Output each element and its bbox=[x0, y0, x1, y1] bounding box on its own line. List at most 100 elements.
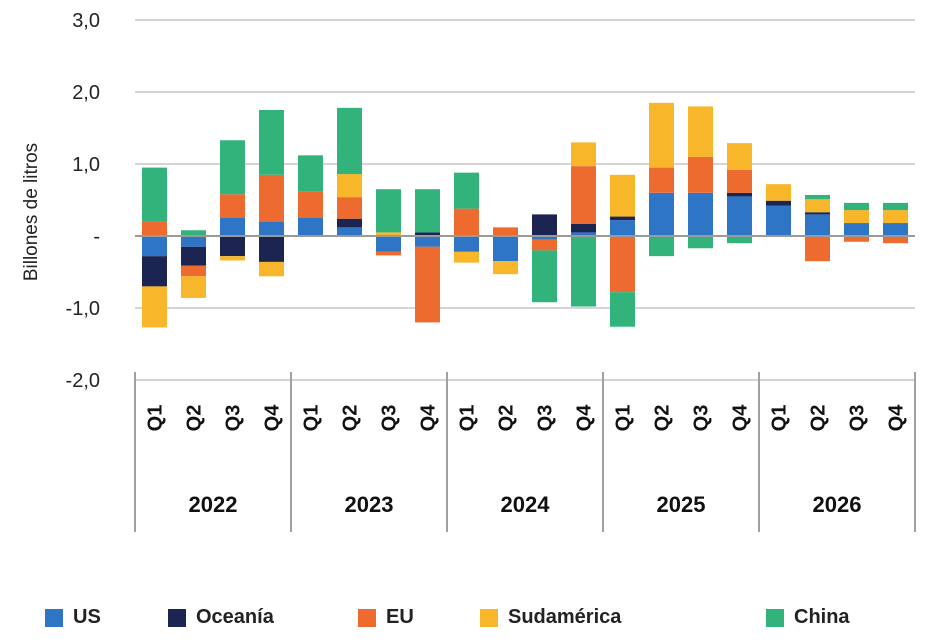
bar-us-8 bbox=[415, 236, 440, 247]
bar-ocean-a-8 bbox=[415, 232, 440, 236]
bar-sudam-rica-6 bbox=[337, 174, 362, 198]
bar-us-7 bbox=[376, 236, 401, 252]
bar-us-1 bbox=[142, 236, 167, 257]
bar-sudam-rica-16 bbox=[727, 143, 752, 170]
bar-sudam-rica-18 bbox=[805, 199, 830, 213]
quarter-label: Q4 bbox=[262, 404, 284, 432]
bar-us-2 bbox=[181, 236, 206, 247]
bar-china-9 bbox=[454, 172, 479, 209]
bar-us-5 bbox=[298, 218, 323, 236]
bar-china-3 bbox=[220, 140, 245, 195]
bar-eu-13 bbox=[610, 236, 635, 293]
bar-eu-20 bbox=[883, 236, 908, 244]
bar-eu-7 bbox=[376, 251, 401, 256]
bar-us-17 bbox=[766, 205, 791, 236]
bar-us-20 bbox=[883, 223, 908, 236]
quarter-label: Q3 bbox=[535, 405, 557, 432]
bar-us-16 bbox=[727, 196, 752, 236]
bar-eu-1 bbox=[142, 221, 167, 236]
quarter-label: Q2 bbox=[496, 405, 518, 432]
bar-sudam-rica-12 bbox=[571, 142, 596, 167]
bar-eu-5 bbox=[298, 191, 323, 218]
bar-ocean-a-18 bbox=[805, 212, 830, 215]
bar-eu-14 bbox=[649, 167, 674, 193]
bar-china-14 bbox=[649, 236, 674, 257]
quarter-label: Q3 bbox=[223, 405, 245, 432]
bar-eu-9 bbox=[454, 208, 479, 236]
bar-ocean-a-17 bbox=[766, 200, 791, 206]
bar-china-5 bbox=[298, 155, 323, 192]
bar-china-12 bbox=[571, 236, 596, 307]
bar-sudam-rica-14 bbox=[649, 102, 674, 168]
bar-ocean-a-11 bbox=[532, 214, 557, 236]
y-tick-label: - bbox=[93, 226, 100, 248]
quarter-label: Q2 bbox=[340, 405, 362, 432]
quarter-label: Q4 bbox=[886, 404, 908, 432]
bar-eu-15 bbox=[688, 156, 713, 193]
bar-ocean-a-12 bbox=[571, 223, 596, 233]
quarter-label: Q2 bbox=[808, 405, 830, 432]
quarter-label: Q4 bbox=[418, 404, 440, 432]
bar-china-1 bbox=[142, 167, 167, 222]
bar-eu-3 bbox=[220, 194, 245, 218]
quarter-label: Q2 bbox=[652, 405, 674, 432]
bar-sudam-rica-20 bbox=[883, 210, 908, 224]
bar-ocean-a-2 bbox=[181, 246, 206, 266]
legend-item-ocean-a: Oceanía bbox=[168, 606, 274, 629]
legend-label: Sudamérica bbox=[508, 606, 622, 628]
legend-item-eu: EU bbox=[358, 606, 414, 629]
bar-china-7 bbox=[376, 189, 401, 233]
legend-label: EU bbox=[386, 606, 414, 628]
bar-eu-18 bbox=[805, 236, 830, 262]
bar-sudam-rica-9 bbox=[454, 251, 479, 263]
bar-eu-10 bbox=[493, 227, 518, 236]
bar-eu-4 bbox=[259, 174, 284, 222]
quarter-label: Q2 bbox=[184, 405, 206, 432]
year-label: 2026 bbox=[813, 492, 862, 517]
y-tick-label: -2,0 bbox=[66, 370, 100, 392]
bar-china-6 bbox=[337, 107, 362, 175]
quarter-label: Q3 bbox=[847, 405, 869, 432]
bar-sudam-rica-4 bbox=[259, 261, 284, 277]
bar-us-10 bbox=[493, 236, 518, 262]
quarter-label: Q1 bbox=[769, 405, 791, 432]
bar-us-4 bbox=[259, 221, 284, 236]
legend-label: Oceanía bbox=[196, 606, 274, 628]
year-label: 2024 bbox=[501, 492, 551, 517]
x-axis: Q1 Q2 Q3 Q4 Q1 Q2 Q3 Q4 Q1 Q2 Q3 Q4 Q1 Q2 Q3 Q4 Q1 Q2 Q3 Q4… bbox=[134, 372, 916, 532]
quarter-label: Q1 bbox=[301, 405, 323, 432]
bar-us-14 bbox=[649, 192, 674, 236]
bar-sudam-rica-3 bbox=[220, 256, 245, 261]
bar-china-18 bbox=[805, 194, 830, 200]
legend-swatch bbox=[358, 608, 376, 627]
legend-label: US bbox=[73, 606, 101, 628]
quarter-label: Q1 bbox=[613, 405, 635, 432]
bars bbox=[142, 102, 908, 328]
legend-swatch bbox=[168, 608, 186, 627]
quarter-label: Q4 bbox=[574, 404, 596, 432]
bar-sudam-rica-1 bbox=[142, 286, 167, 328]
bar-ocean-a-13 bbox=[610, 216, 635, 221]
bar-eu-16 bbox=[727, 169, 752, 193]
y-tick-label: 2,0 bbox=[72, 82, 100, 104]
bar-ocean-a-1 bbox=[142, 256, 167, 287]
bar-us-15 bbox=[688, 192, 713, 236]
y-tick-label: -1,0 bbox=[66, 298, 100, 320]
bar-eu-19 bbox=[844, 236, 869, 242]
y-axis-label: Billones de litros bbox=[21, 143, 42, 281]
bar-china-20 bbox=[883, 202, 908, 211]
bar-us-9 bbox=[454, 236, 479, 252]
bar-china-4 bbox=[259, 110, 284, 175]
bar-sudam-rica-19 bbox=[844, 210, 869, 224]
y-tick-label: 3,0 bbox=[72, 10, 100, 32]
year-label: 2023 bbox=[345, 492, 394, 517]
bar-sudam-rica-7 bbox=[376, 232, 401, 236]
bar-sudam-rica-17 bbox=[766, 184, 791, 201]
bar-ocean-a-4 bbox=[259, 236, 284, 262]
quarter-label: Q1 bbox=[457, 405, 479, 432]
bar-sudam-rica-15 bbox=[688, 106, 713, 157]
legend-swatch bbox=[766, 608, 784, 627]
quarter-label: Q3 bbox=[691, 405, 713, 432]
bar-sudam-rica-13 bbox=[610, 174, 635, 217]
y-tick-label: 1,0 bbox=[72, 154, 100, 176]
